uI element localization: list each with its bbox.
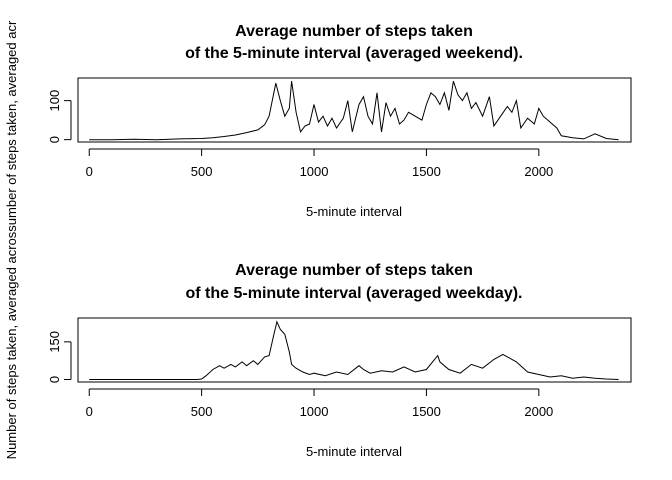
chart-title-line-2: of the 5-minute interval (averaged weekd…: [186, 285, 523, 302]
x-tick-label: 2000: [524, 164, 553, 179]
y-tick-label: 0: [47, 136, 62, 143]
x-axis-label: 5-minute interval: [306, 444, 402, 459]
shared-y-axis-label: Number of steps taken, averaged acrossum…: [4, 20, 19, 459]
chart-title-line-2: of the 5-minute interval (averaged weeke…: [185, 45, 523, 62]
y-tick-label: 0: [47, 376, 62, 383]
chart-title-line-1: Average number of steps taken: [235, 23, 473, 40]
x-tick-label: 500: [191, 164, 213, 179]
plot-frame: [77, 317, 632, 383]
chart-panel-weekday: Average number of steps taken of the 5-mi…: [47, 262, 632, 459]
x-tick-label: 500: [191, 404, 213, 419]
x-tick-label: 0: [86, 164, 93, 179]
x-axis-label: 5-minute interval: [306, 204, 402, 219]
series-line: [89, 80, 619, 141]
plot-frame: [77, 77, 632, 143]
y-tick-label: 150: [47, 331, 62, 353]
x-tick-label: 1500: [412, 164, 441, 179]
x-tick-label: 2000: [524, 404, 553, 419]
chart-title-line-1: Average number of steps taken: [235, 262, 473, 279]
x-tick-label: 1000: [300, 164, 329, 179]
series-line: [89, 320, 619, 380]
y-tick-label: 100: [47, 90, 62, 112]
chart-panel-weekend: Average number of steps taken of the 5-mi…: [47, 23, 632, 219]
y-axis-label: Number of steps taken, averaged acrossum…: [4, 20, 19, 459]
x-tick-label: 1000: [300, 404, 329, 419]
x-tick-label: 0: [86, 404, 93, 419]
x-tick-label: 1500: [412, 404, 441, 419]
